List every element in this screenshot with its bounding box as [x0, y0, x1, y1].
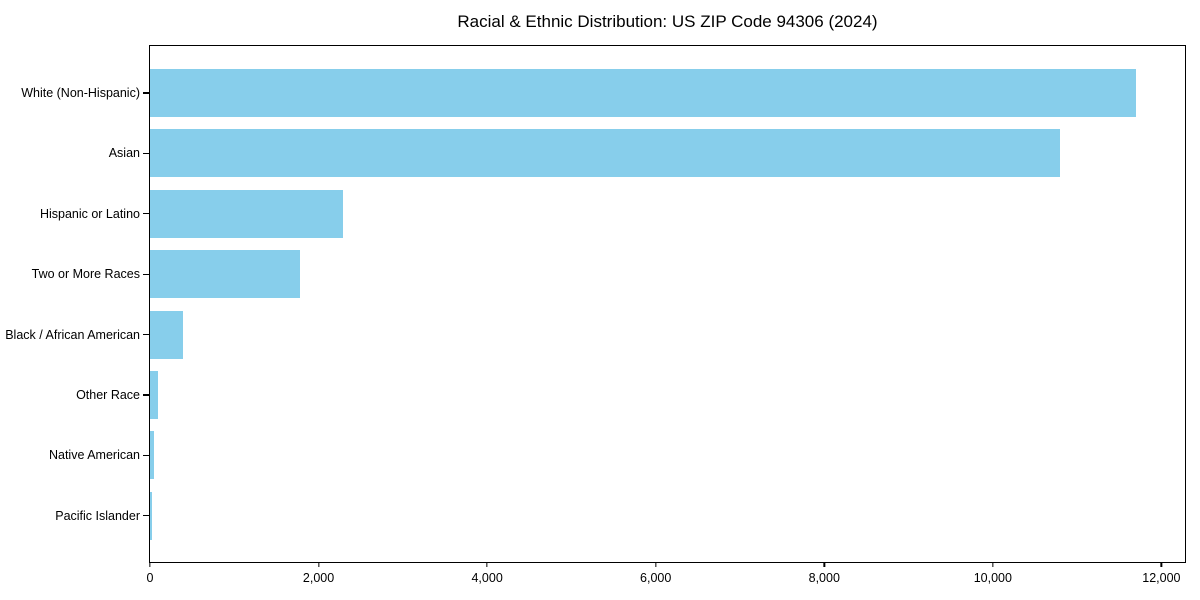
y-axis-label: White (Non-Hispanic) [21, 86, 140, 100]
bar [150, 250, 301, 299]
x-axis-tick [992, 562, 994, 567]
x-axis-tick [317, 562, 320, 567]
x-axis-tick-label: 2,000 [302, 571, 335, 585]
y-axis-label: Pacific Islander [55, 508, 140, 523]
y-axis-tick [143, 515, 150, 517]
y-axis-label: Black / African American [5, 327, 140, 342]
y-axis-tick [143, 273, 150, 275]
y-axis-tick [143, 454, 150, 457]
y-axis-tick [143, 213, 150, 215]
bar [150, 69, 1137, 117]
bar [150, 189, 343, 238]
y-axis-tick [143, 92, 150, 94]
bar [150, 491, 153, 540]
x-axis-tick-label: 12,000 [1142, 571, 1181, 585]
x-axis-tick-label: 10,000 [973, 571, 1012, 585]
bar [150, 310, 183, 359]
bar [150, 431, 154, 480]
y-axis-label: Hispanic or Latino [39, 206, 140, 221]
x-axis-tick [655, 562, 657, 567]
y-axis-label: Other Race [76, 388, 140, 402]
x-axis-tick [149, 562, 151, 567]
y-axis-tick [143, 394, 150, 396]
x-axis-tick [486, 562, 488, 567]
chart-title: Racial & Ethnic Distribution: US ZIP Cod… [457, 12, 878, 31]
y-axis-tick [143, 152, 150, 155]
y-axis-label: Two or More Races [31, 267, 140, 282]
x-axis-tick-label: 8,000 [808, 571, 840, 585]
x-axis-tick-label: 0 [146, 571, 154, 585]
bar [150, 371, 158, 419]
plot-area: White (Non-Hispanic) Asian Hispanic or Lat… [5, 45, 1186, 585]
x-axis-tick [823, 562, 825, 567]
x-axis-tick-label: 4,000 [471, 571, 503, 585]
bar [150, 129, 1061, 178]
x-axis-tick [1160, 562, 1163, 567]
y-axis-label: Asian [108, 146, 140, 161]
x-axis-tick-label: 6,000 [640, 571, 672, 585]
y-axis-tick [143, 333, 150, 336]
y-axis-label: Native American [48, 448, 140, 463]
